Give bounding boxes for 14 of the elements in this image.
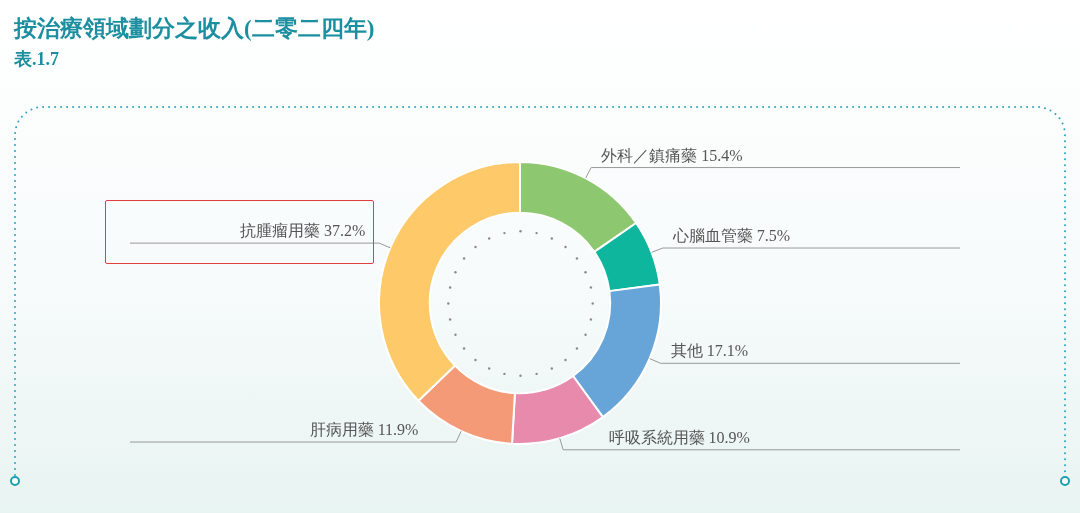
chart-title: 按治療領域劃分之收入(二零二四年) <box>14 15 375 43</box>
slice-label: 外科／鎮痛藥 <box>601 146 698 164</box>
data-label: 11.9% <box>377 421 419 439</box>
data-label: 15.4% <box>701 146 743 164</box>
data-label: 10.9% <box>708 428 750 446</box>
slice-label: 呼吸系統用藥 <box>608 428 705 446</box>
data-label: 37.2% <box>323 222 366 240</box>
slice-label: 肝病用藥 <box>309 421 374 439</box>
slice-label: 抗腫瘤用藥 <box>239 222 320 240</box>
data-label: 7.5% <box>756 227 791 245</box>
slice-label: 其他 <box>670 342 703 360</box>
text: 表.1.7 <box>14 48 59 71</box>
data-label: 17.1% <box>706 342 749 360</box>
slice-label: 心腦血管藥 <box>671 227 753 245</box>
